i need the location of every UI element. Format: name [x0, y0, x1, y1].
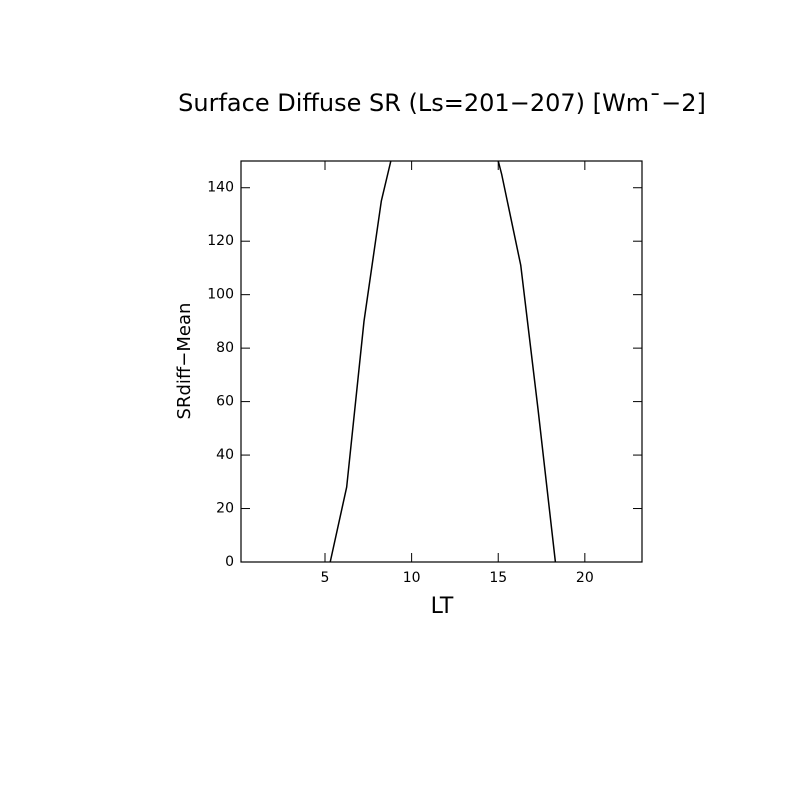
y-tick-label: 120 — [207, 233, 234, 249]
x-tick-label: 10 — [403, 570, 421, 586]
y-tick-label: 140 — [207, 180, 234, 196]
x-tick-label: 20 — [576, 570, 594, 586]
y-axis-label: SRdiff−Mean — [174, 303, 195, 420]
y-tick-label: 60 — [216, 394, 234, 410]
x-tick-label: 5 — [321, 570, 330, 586]
chart-title: Surface Diffuse SR (Ls=201−207) [Wm¯−2] — [178, 89, 706, 117]
plot-frame — [240, 160, 643, 563]
x-axis-label: LT — [431, 594, 454, 619]
y-tick-label: 100 — [207, 287, 234, 303]
y-tick-label: 20 — [216, 501, 234, 517]
y-tick-label: 40 — [216, 447, 234, 463]
y-tick-label: 80 — [216, 340, 234, 356]
x-tick-label: 15 — [489, 570, 507, 586]
data-line — [329, 160, 557, 563]
y-tick-label: 0 — [225, 554, 234, 570]
